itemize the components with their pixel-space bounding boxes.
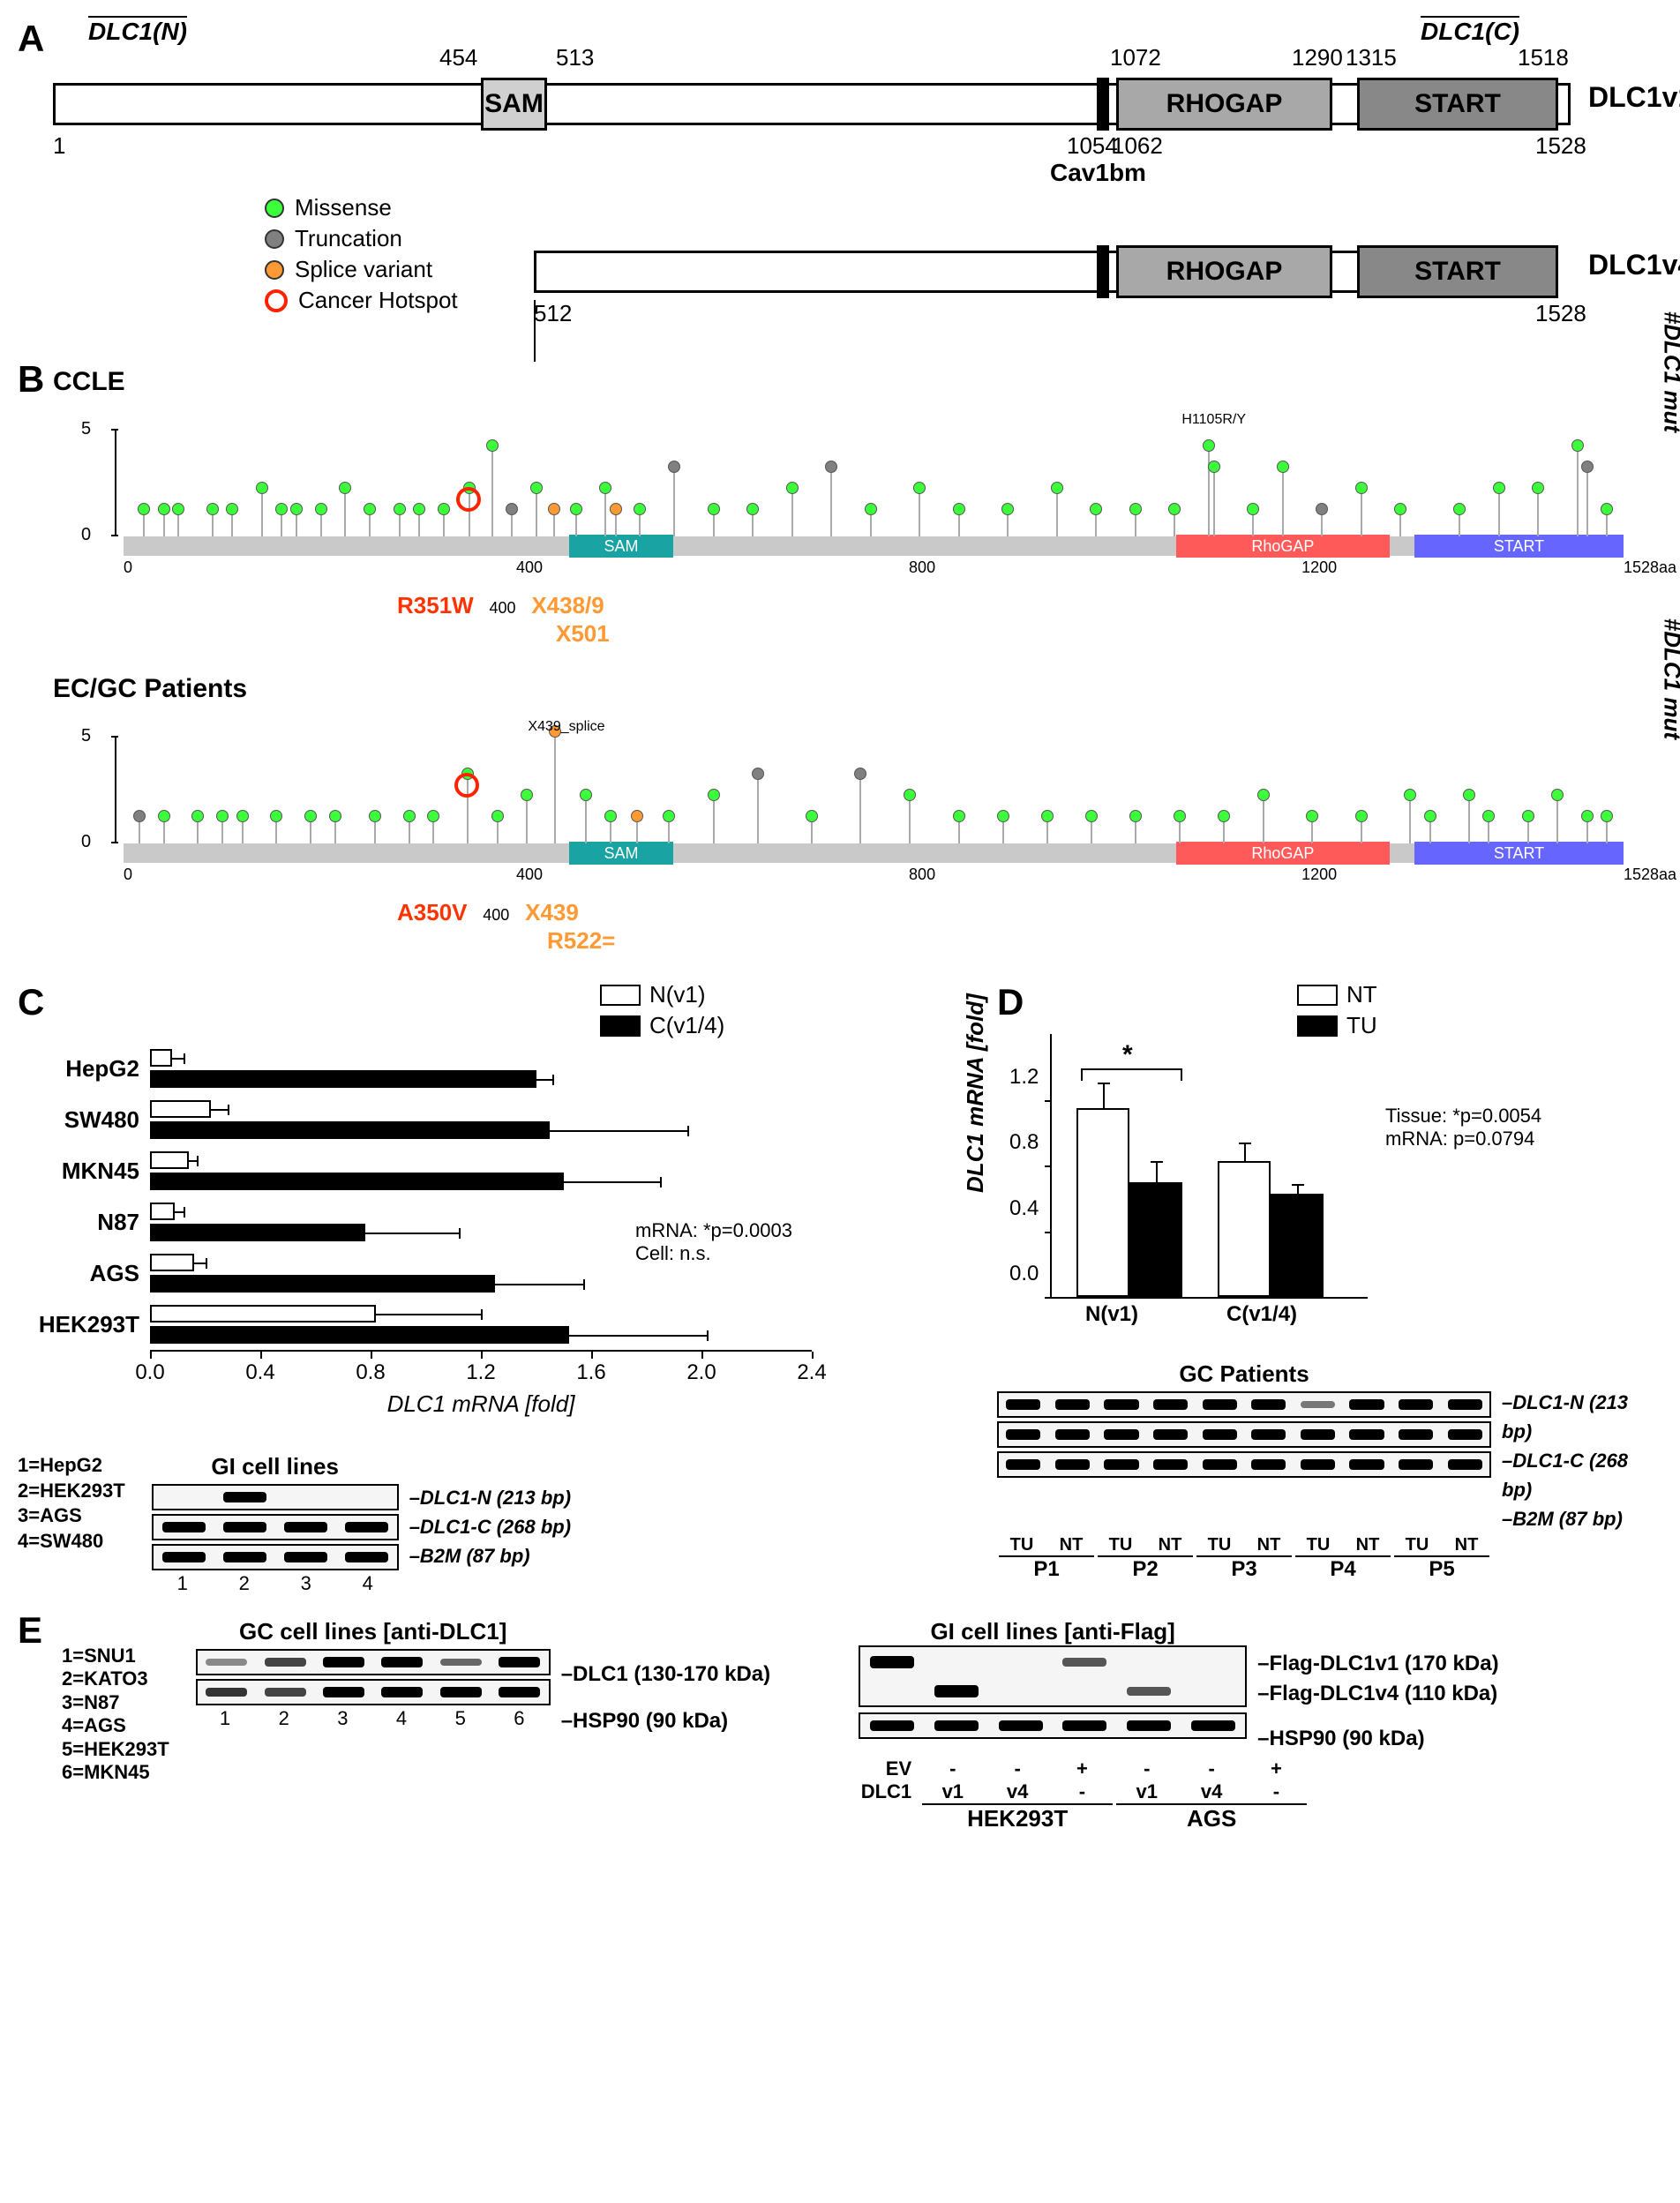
- panelc-barchart: HepG2SW480MKN45N87AGSHEK293T: [18, 1043, 812, 1350]
- panelc-legend: N(v1) C(v1/4): [600, 981, 724, 1039]
- start-domain: START: [1357, 78, 1558, 131]
- ccle-splice-annot-1: X438/9: [531, 592, 604, 618]
- panel-label-a: A: [18, 18, 44, 60]
- lollipop-patients: 0 5 #DLC1 mut SAMRhoGAPSTART040080012001…: [124, 704, 1624, 898]
- panel-label-e: E: [18, 1609, 42, 1652]
- patients-splice-annot-2: R522=: [547, 927, 615, 954]
- dlc1v4-name: DLC1v4: [1588, 249, 1680, 281]
- gi-flag-title: GI cell lines [anti-Flag]: [859, 1618, 1247, 1645]
- gi-gel: [152, 1484, 399, 1570]
- panel-label-b: B: [18, 358, 44, 401]
- patients-splice-annot-1: X439: [525, 899, 579, 925]
- rhogap-domain: RHOGAP: [1116, 78, 1332, 131]
- sam-domain: SAM: [481, 78, 547, 131]
- gc-blot-title: GC cell lines [anti-DLC1]: [196, 1618, 551, 1645]
- panel-label-d: D: [997, 981, 1024, 1023]
- patients-title: EC/GC Patients: [53, 674, 247, 703]
- gi-flag-blot: [859, 1645, 1247, 1754]
- gi-gel-labels: –DLC1-N (213 bp)–DLC1-C (268 bp)–B2M (87…: [409, 1483, 571, 1570]
- gc-blot: [196, 1649, 551, 1705]
- ccle-title: CCLE: [53, 367, 125, 396]
- dlc1v1-schematic: SAM RHOGAP START 1 454 513 1054 1062 107…: [53, 71, 1571, 138]
- ccle-hotspot-annot: R351W: [397, 592, 474, 618]
- paneld-barchart: 0.00.40.81.2N(v1)C(v1/4)*: [997, 1034, 1368, 1334]
- lollipop-ccle: 0 5 #DLC1 mut SAMRhoGAPSTART040080012001…: [124, 397, 1624, 591]
- gi-gel-title: GI cell lines: [152, 1453, 399, 1480]
- dlc1-n-label: DLC1(N): [88, 18, 187, 46]
- panel-label-c: C: [18, 981, 44, 1023]
- ccle-splice-annot-2: X501: [556, 620, 610, 647]
- cav1bm-domain: [1097, 78, 1109, 131]
- gc-lane-legend: 1=SNU1 2=KATO3 3=N87 4=AGS 5=HEK293T 6=M…: [62, 1645, 169, 1832]
- dlc1v4-schematic: RHOGAP START 512 1528: [53, 238, 1571, 305]
- paneld-ylabel: DLC1 mRNA [fold]: [962, 993, 989, 1193]
- dlc1v1-name: DLC1v1: [1588, 81, 1680, 114]
- gi-lane-legend: 1=HepG2 2=HEK293T 3=AGS 4=SW480: [18, 1453, 125, 1554]
- paneld-legend: NT TU: [1297, 981, 1377, 1039]
- gc-patients-gel: [997, 1388, 1491, 1533]
- gc-patients-gel-title: GC Patients: [997, 1360, 1491, 1388]
- dlc1-c-label: DLC1(C): [1421, 18, 1519, 46]
- patients-hotspot-annot: A350V: [397, 899, 468, 925]
- cav1bm-label: Cav1bm: [1050, 159, 1146, 187]
- panelc-xlabel: DLC1 mRNA [fold]: [150, 1390, 812, 1418]
